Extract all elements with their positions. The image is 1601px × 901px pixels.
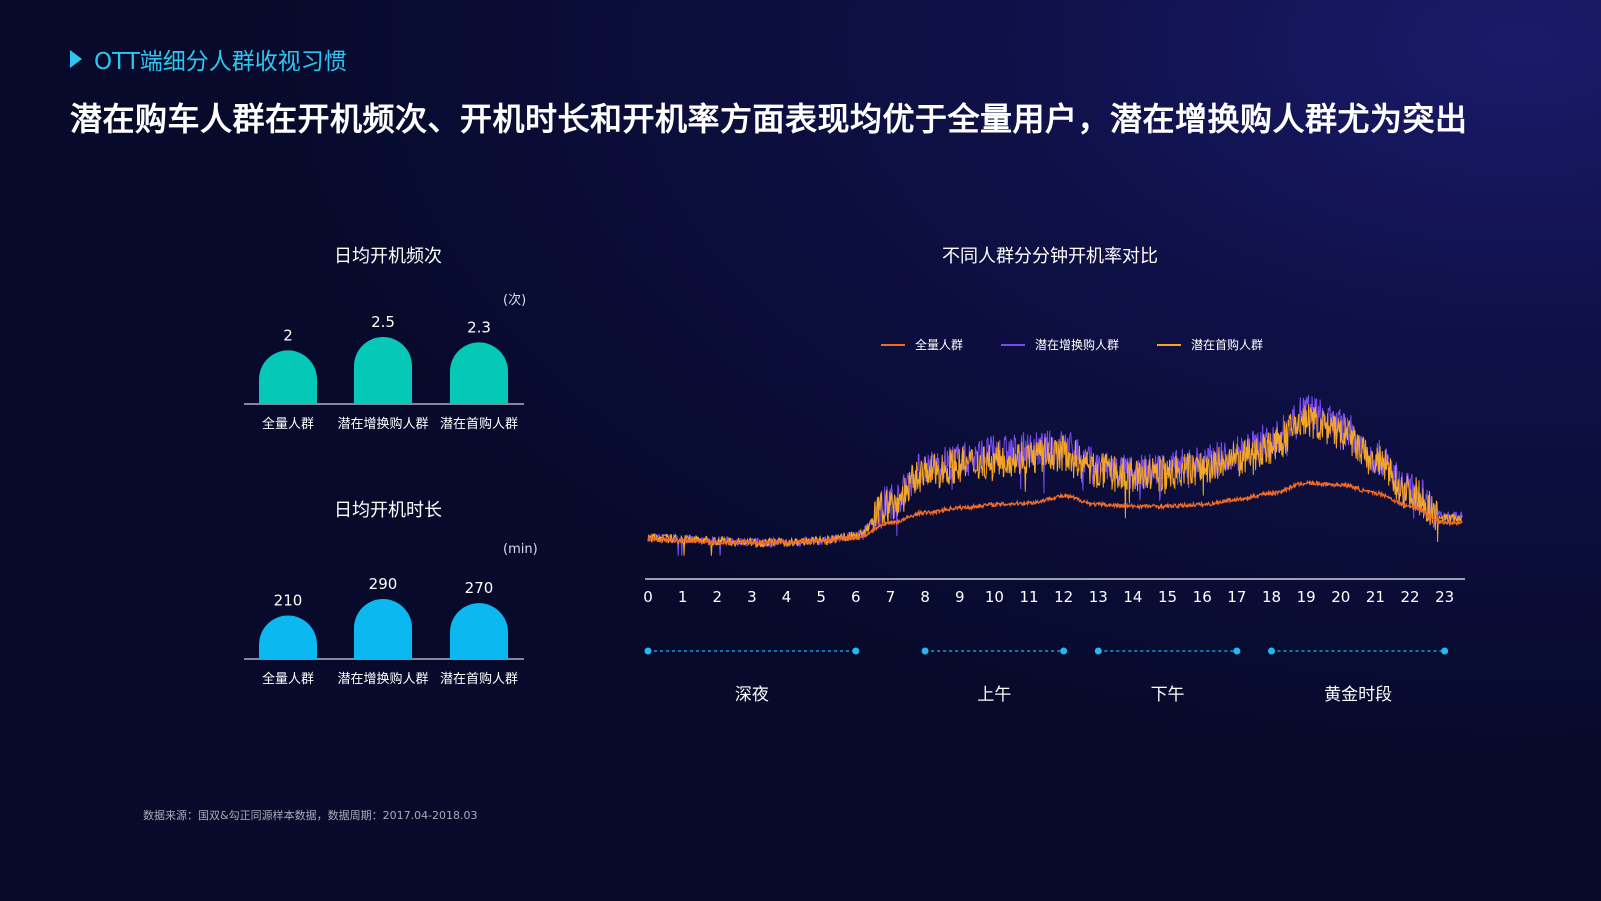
legend-swatch-first xyxy=(1157,343,1182,346)
unit-duration: (min) xyxy=(503,542,538,557)
period-label-primetime: 黄金时段 xyxy=(1324,685,1393,705)
x-tick-7: 7 xyxy=(886,588,896,606)
series-line-0 xyxy=(647,479,1463,547)
bar-value-1: 290 xyxy=(369,575,398,593)
unit-frequency: (次) xyxy=(503,293,527,308)
bar-category-1: 潜在增换购人群 xyxy=(337,416,428,432)
period-dot-end-1 xyxy=(1060,647,1068,655)
x-tick-10: 10 xyxy=(985,588,1004,606)
x-tick-16: 16 xyxy=(1193,588,1212,606)
bar-value-0: 210 xyxy=(274,592,303,610)
x-tick-20: 20 xyxy=(1331,588,1350,606)
x-tick-11: 11 xyxy=(1019,588,1038,606)
bar-0 xyxy=(259,615,317,659)
legend-swatch-all xyxy=(881,343,905,346)
x-tick-19: 19 xyxy=(1297,588,1316,606)
bar-2 xyxy=(450,603,508,659)
bar-2 xyxy=(450,342,508,404)
x-tick-5: 5 xyxy=(816,588,826,606)
x-tick-15: 15 xyxy=(1158,588,1177,606)
bar-chart-frequency: 2 全量人群 2.5 潜在增换购人群 2.3 潜在首购人群 xyxy=(244,313,524,432)
chart-title-rate: 不同人群分分钟开机率对比 xyxy=(942,246,1158,267)
series-line-1 xyxy=(647,395,1463,556)
period-bands xyxy=(644,647,1449,655)
triangle-icon xyxy=(70,50,82,68)
legend-label-all: 全量人群 xyxy=(915,338,964,352)
x-tick-0: 0 xyxy=(643,588,653,606)
x-tick-6: 6 xyxy=(851,588,861,606)
x-tick-4: 4 xyxy=(782,588,792,606)
bar-value-0: 2 xyxy=(283,326,293,344)
legend-item-first: 潜在首购人群 xyxy=(1157,336,1263,353)
bar-category-2: 潜在首购人群 xyxy=(440,671,518,687)
period-label-latenight: 深夜 xyxy=(734,685,769,705)
chart-title-frequency: 日均开机频次 xyxy=(334,246,442,267)
period-dot-start-2 xyxy=(1094,647,1102,655)
section-label-text: OTT端细分人群收视习惯 xyxy=(94,49,347,75)
period-dot-start-1 xyxy=(921,647,929,655)
bar-category-2: 潜在首购人群 xyxy=(440,416,518,432)
bar-value-2: 270 xyxy=(465,579,494,597)
line-chart-rate: 0 1 2 3 4 5 6 7 8 9 10 11 12 13 14 15 16 17 18 19 20 21 22 23 xyxy=(643,395,1465,606)
chart-legend: 全量人群 潜在增换购人群 潜在首购人群 xyxy=(881,336,1301,353)
x-tick-18: 18 xyxy=(1262,588,1281,606)
legend-item-replace: 潜在增换购人群 xyxy=(1001,336,1119,353)
period-dot-start-0 xyxy=(644,647,652,655)
x-tick-22: 22 xyxy=(1400,588,1419,606)
page-title: 潜在购车人群在开机频次、开机时长和开机率方面表现均优于全量用户，潜在增换购人群尤… xyxy=(70,100,1468,138)
x-tick-13: 13 xyxy=(1089,588,1108,606)
legend-item-all: 全量人群 xyxy=(881,336,963,353)
x-tick-8: 8 xyxy=(920,588,930,606)
series-line-2 xyxy=(647,404,1463,556)
x-tick-14: 14 xyxy=(1123,588,1142,606)
bar-value-2: 2.3 xyxy=(467,318,491,336)
period-dot-end-3 xyxy=(1441,647,1449,655)
bar-value-1: 2.5 xyxy=(371,313,395,331)
bar-1 xyxy=(354,337,412,404)
x-tick-21: 21 xyxy=(1366,588,1385,606)
x-tick-9: 9 xyxy=(955,588,965,606)
legend-swatch-replace xyxy=(1001,343,1026,346)
legend-label-first: 潜在首购人群 xyxy=(1191,338,1264,352)
chart-title-duration: 日均开机时长 xyxy=(334,500,442,521)
bar-0 xyxy=(259,350,317,404)
bar-category-1: 潜在增换购人群 xyxy=(337,671,428,687)
x-tick-3: 3 xyxy=(747,588,757,606)
period-dot-end-2 xyxy=(1233,647,1241,655)
x-tick-1: 1 xyxy=(678,588,688,606)
period-dot-start-3 xyxy=(1267,647,1275,655)
x-tick-2: 2 xyxy=(713,588,723,606)
footnote: 数据来源：国双&勾正同源样本数据，数据周期：2017.04-2018.03 xyxy=(143,809,478,822)
x-tick-23: 23 xyxy=(1435,588,1454,606)
period-label-morning: 上午 xyxy=(977,685,1012,705)
bar-1 xyxy=(354,599,412,659)
bar-category-0: 全量人群 xyxy=(262,416,314,432)
section-label: OTT端细分人群收视习惯 xyxy=(70,42,347,76)
legend-label-replace: 潜在增换购人群 xyxy=(1035,338,1120,352)
period-dot-end-0 xyxy=(852,647,860,655)
x-tick-17: 17 xyxy=(1227,588,1246,606)
period-label-afternoon: 下午 xyxy=(1150,685,1185,705)
bar-chart-duration: 210 全量人群 290 潜在增换购人群 270 潜在首购人群 xyxy=(244,575,524,687)
x-tick-12: 12 xyxy=(1054,588,1073,606)
bar-category-0: 全量人群 xyxy=(262,671,314,687)
